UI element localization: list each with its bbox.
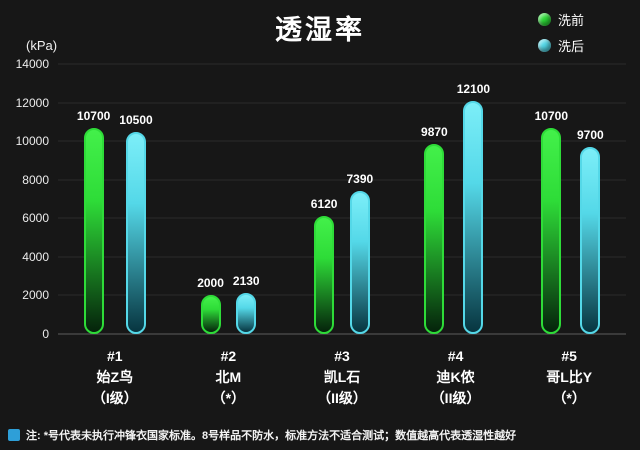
y-tick-label: 12000 — [15, 95, 49, 110]
category-label-line: #3 — [334, 348, 350, 364]
category-label-line: （*） — [552, 390, 586, 406]
y-tick-label: 2000 — [22, 288, 49, 303]
bar-group: 10700 9700 — [512, 64, 626, 334]
footnote-text: 注: *号代表未执行冲锋衣国家标准。8号样品不防水，标准方法不适合测试；数值越高… — [26, 430, 517, 442]
bar-value-label: 9700 — [577, 127, 604, 142]
bar-group: 6120 7390 — [285, 64, 399, 334]
legend-label: 洗后 — [557, 39, 584, 54]
category-label-line: （I级） — [91, 390, 138, 406]
x-axis-line — [58, 333, 626, 335]
grid-line — [58, 256, 626, 258]
bar-洗后 — [349, 191, 370, 334]
bar-column: 10700 — [535, 64, 568, 334]
category-label: #2 北M （*） — [172, 346, 286, 409]
legend-dot-icon — [537, 39, 551, 52]
bar-洗后 — [580, 146, 601, 334]
note-icon — [8, 429, 20, 441]
bar-洗前 — [314, 215, 335, 334]
bar-洗后 — [125, 131, 146, 334]
category-label-line: #4 — [447, 348, 464, 364]
category-label-line: 凯L石 — [323, 369, 361, 385]
bar-value-label: 7390 — [346, 172, 374, 187]
category-label: #5 哥L比Y （*） — [512, 346, 626, 409]
grid-line — [58, 217, 626, 219]
y-axis-unit: (kPa) — [26, 38, 58, 53]
bar-group: 9870 12100 — [399, 64, 513, 334]
grid-line — [58, 179, 626, 181]
legend-dot-icon — [537, 13, 551, 26]
y-tick-label: 8000 — [22, 172, 49, 187]
bar-value-label: 12100 — [456, 81, 491, 96]
category-label: #1 始Z鸟 （I级） — [58, 346, 172, 409]
bar-column: 2130 — [233, 64, 260, 334]
bar-column: 9700 — [577, 64, 604, 334]
category-label-line: 始Z鸟 — [96, 369, 134, 385]
y-tick-label: 0 — [42, 327, 49, 341]
category-label-line: 哥L比Y — [546, 369, 593, 385]
category-label-line: #5 — [561, 348, 577, 364]
y-tick-label: 6000 — [22, 211, 49, 226]
bar-column: 2000 — [197, 64, 224, 334]
bar-洗后 — [463, 100, 484, 334]
category-label-line: 北M — [215, 369, 242, 385]
bar-洗后 — [236, 292, 257, 334]
bar-column: 9870 — [421, 64, 448, 334]
bar-洗前 — [200, 295, 221, 334]
y-tick-label: 10000 — [15, 134, 49, 149]
legend-item: 洗前 — [537, 10, 584, 29]
bar-value-label: 10700 — [534, 108, 568, 123]
bar-value-label: 2000 — [197, 276, 224, 291]
legend-label: 洗前 — [557, 13, 584, 28]
y-tick-label: 4000 — [22, 249, 49, 264]
category-label-line: （*） — [211, 390, 246, 406]
bar-column: 12100 — [457, 64, 490, 334]
category-label: #3 凯L石 （II级） — [285, 346, 399, 409]
grid-line — [58, 140, 626, 142]
chart-title: 透湿率 — [275, 15, 365, 45]
bar-group: 2000 2130 — [172, 64, 286, 334]
x-axis-labels: #1 始Z鸟 （I级） #2 北M （*） #3 凯L石 （II级） #4 迪K侬 （II级） #5 哥L… — [58, 346, 626, 409]
y-tick-label: 14000 — [15, 57, 49, 71]
category-label-line: #2 — [220, 348, 237, 364]
grid-line — [58, 102, 626, 104]
bar-column: 6120 — [310, 64, 338, 334]
category-label-line: #1 — [107, 348, 123, 364]
bar-value-label: 6120 — [310, 196, 338, 211]
category-label-line: （II级） — [430, 390, 481, 406]
bar-column: 10700 — [77, 64, 110, 334]
bar-value-label: 2130 — [232, 273, 260, 288]
bar-group: 10700 10500 — [58, 64, 172, 334]
legend-item: 洗后 — [537, 36, 584, 55]
bar-value-label: 9870 — [421, 124, 448, 139]
legend: 洗前 洗后 — [537, 10, 584, 55]
grid-line — [58, 294, 626, 296]
bar-洗前 — [83, 127, 104, 334]
category-label-line: 迪K侬 — [436, 369, 475, 385]
category-label-line: （II级） — [317, 390, 367, 406]
bar-洗前 — [541, 127, 562, 334]
footnote: 注: *号代表未执行冲锋衣国家标准。8号样品不防水，标准方法不适合测试；数值越高… — [8, 427, 634, 443]
bar-column: 10500 — [119, 64, 153, 334]
bar-column: 7390 — [346, 64, 373, 334]
plot-area: 10700 10500 2000 2130 6120 7390 9870 12100 10700… — [16, 57, 626, 341]
grid-line — [58, 63, 626, 65]
bar-value-label: 10500 — [119, 112, 153, 127]
bar-洗前 — [424, 143, 445, 334]
bar-groups: 10700 10500 2000 2130 6120 7390 9870 12100 10700… — [58, 64, 626, 334]
category-label: #4 迪K侬 （II级） — [399, 346, 513, 409]
bar-value-label: 10700 — [76, 108, 111, 123]
